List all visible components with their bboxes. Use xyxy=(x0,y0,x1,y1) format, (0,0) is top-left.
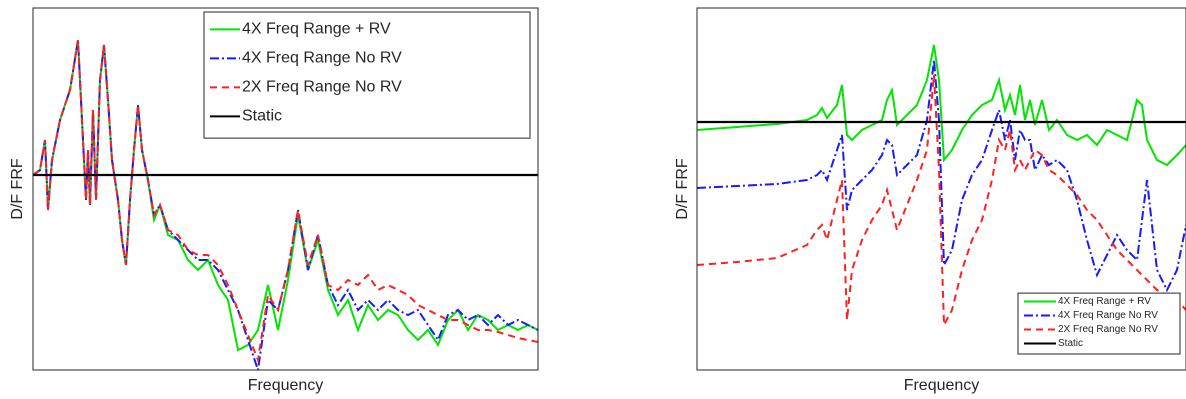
y-axis-label: D/F FRF xyxy=(9,158,26,220)
legend-label: 4X Freq Range No RV xyxy=(242,50,402,67)
axes-box xyxy=(696,7,1186,371)
legend-label: Static xyxy=(1058,338,1083,349)
y-axis-label: D/F FRF xyxy=(674,158,691,220)
legend-label: 2X Freq Range No RV xyxy=(1058,324,1158,335)
legend-label: 4X Freq Range No RV xyxy=(1058,310,1158,321)
legend-label: 2X Freq Range No RV xyxy=(242,79,402,96)
series-line xyxy=(33,39,538,364)
x-axis-label: Frequency xyxy=(248,377,324,394)
legend-box xyxy=(203,11,531,139)
axes-box xyxy=(32,7,539,371)
legend-label: Static xyxy=(242,108,282,125)
series-line xyxy=(697,74,1186,329)
series-line xyxy=(697,44,1186,167)
legend-label: 4X Freq Range + RV xyxy=(242,21,391,38)
x-axis-label: Frequency xyxy=(904,377,980,394)
legend-label: 4X Freq Range + RV xyxy=(1058,296,1151,307)
